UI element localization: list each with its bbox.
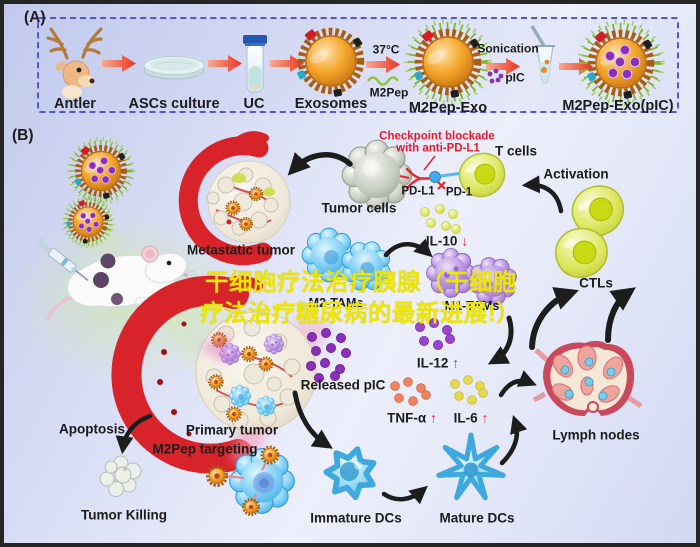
deer-icon [46,27,103,99]
m2pep-exo-icon [407,21,489,103]
step-label-m2pep-exo: M2Pep-Exo [408,100,488,117]
anti-pd-l1-antibody-icon [405,167,431,190]
metastatic-tumor-illustration [178,131,291,266]
primary-tumor-illustration [111,275,332,474]
metastatic-tumor-label: Metastatic tumor [186,242,296,258]
sonication-tube-icon [530,25,555,84]
primary-tumor-label: Primary tumor [185,422,279,438]
macrophage-targeting-illustration [205,445,295,517]
tnf-name: TNF-α [387,410,427,426]
checkpoint-blockade-label-line1: Checkpoint blockade [379,130,495,143]
lymph-node-illustration [532,340,643,417]
il6-label: IL-6 ↑ [453,410,489,427]
pd-l1-label: PD-L1 [401,185,435,198]
flow-arrow [366,56,400,73]
m1-tams-label: M1-TAMs [444,299,500,314]
blocked-x-icon [437,181,446,190]
il12-up-arrow-icon: ↑ [452,355,460,371]
apoptosis-label: Apoptosis [59,421,125,437]
m2pep-squiggle-icon [366,76,400,86]
tumor-killing-label: Tumor Killing [81,507,167,523]
figure-artwork [11,4,700,517]
step-label-antler: Antler [54,96,96,113]
released-pic-dots [305,327,351,383]
il12-dots [414,317,455,350]
centrifuge-tube-icon [243,35,267,93]
pic-label: pIC [505,70,525,85]
checkpoint-blockade-label-line2: with anti-PD-L1 [396,142,480,155]
panel-b-label: (B) [12,127,34,144]
il12-name: IL-12 [416,355,449,371]
il6-up-arrow-icon: ↑ [481,410,489,426]
syringe-icon [34,236,89,282]
ctls-label: CTLs [579,275,613,291]
mature-dcs-label: Mature DCs [439,510,515,526]
flow-arrow [208,55,242,72]
pic-dots-icon [487,68,504,84]
pd-1-receptor-icon [429,171,441,183]
tnf-label: TNF-α ↑ [387,410,437,427]
il10-down-arrow-icon: ↓ [461,233,469,249]
mature-dc-icon [439,435,503,498]
immature-dc-icon [322,443,381,501]
il12-label: IL-12 ↑ [416,355,460,372]
il10-name: IL-10 [425,233,458,249]
flow-arrows-black [115,152,636,505]
panel-a-label: (A) [24,9,46,26]
tnf-dots [390,377,431,406]
flow-arrow [559,58,593,75]
tnf-up-arrow-icon: ↑ [430,410,437,426]
temperature-label: 37°C [372,42,400,57]
step-label-exosomes: Exosomes [294,96,368,113]
m2-tams-label: M2-TAMs [308,296,364,311]
step-label-ascs-culture: ASCs culture [128,96,220,113]
flow-arrow [102,55,136,72]
watermark-line1: 干细胞疗法治疗胰腺（干细胞 [205,269,517,296]
m2pep-targeting-label: M2Pep targeting [152,441,258,457]
il10-label: IL-10 ↓ [425,233,469,250]
step-label-uc: UC [243,96,265,113]
lymph-nodes-label: Lymph nodes [552,427,640,443]
dead-cell-icon [99,455,142,497]
checkpoint-blockade-detail [399,155,464,190]
il6-name: IL-6 [453,410,478,426]
watermark-line2: 疗法治疗糖尿病的最新进展!） [199,300,521,327]
immature-dcs-label: Immature DCs [310,510,402,526]
tumor-cells-label: Tumor cells [321,200,397,216]
m2pep-label: M2Pep [369,85,409,100]
il6-dots [450,375,488,405]
il10-dots [420,204,461,234]
step-label-m2pep-exo-pic: M2Pep-Exo(pIC) [562,98,674,115]
activation-label: Activation [543,166,609,182]
sonication-label: Sonication [477,41,539,56]
released-pic-label: Released pIC [300,377,386,393]
m2pep-exo-pic-icon [580,22,662,104]
t-cells-label: T cells [494,143,538,159]
petri-dish-icon [143,56,205,80]
exosome-icon [297,29,363,97]
pd-1-label: PD-1 [445,186,473,199]
